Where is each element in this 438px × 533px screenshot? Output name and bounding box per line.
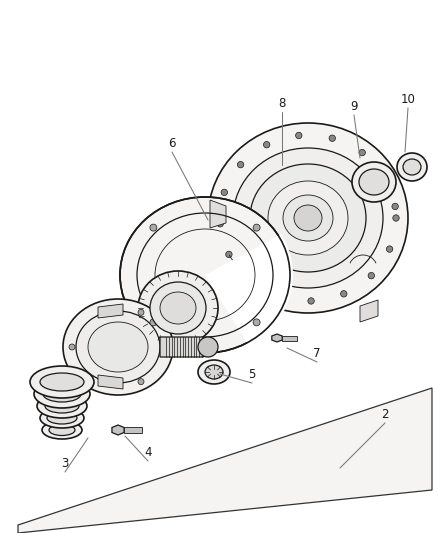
Ellipse shape — [359, 169, 389, 195]
Circle shape — [386, 246, 393, 252]
Circle shape — [329, 135, 336, 141]
Circle shape — [308, 298, 314, 304]
Ellipse shape — [63, 299, 173, 395]
Ellipse shape — [268, 181, 348, 255]
Text: 7: 7 — [313, 347, 321, 360]
Text: 3: 3 — [61, 457, 69, 470]
Text: 5: 5 — [248, 368, 256, 381]
Ellipse shape — [40, 373, 84, 391]
Circle shape — [253, 224, 260, 231]
Circle shape — [138, 378, 144, 385]
Ellipse shape — [49, 424, 75, 435]
Circle shape — [226, 251, 232, 257]
Circle shape — [150, 224, 157, 231]
Polygon shape — [98, 375, 123, 389]
Polygon shape — [98, 304, 123, 318]
Ellipse shape — [45, 399, 79, 413]
Polygon shape — [272, 334, 282, 342]
Circle shape — [296, 132, 302, 139]
Text: 10: 10 — [401, 93, 415, 106]
Ellipse shape — [150, 282, 206, 334]
Circle shape — [381, 173, 387, 180]
Ellipse shape — [283, 195, 333, 241]
Ellipse shape — [208, 123, 408, 313]
Polygon shape — [205, 234, 293, 346]
Circle shape — [237, 161, 244, 168]
Circle shape — [275, 293, 281, 299]
Polygon shape — [360, 300, 378, 322]
Ellipse shape — [88, 322, 148, 372]
Ellipse shape — [352, 162, 396, 202]
Polygon shape — [112, 425, 124, 435]
Ellipse shape — [120, 197, 290, 353]
Circle shape — [264, 142, 270, 148]
Circle shape — [221, 189, 227, 196]
Text: 2: 2 — [381, 408, 389, 421]
Circle shape — [359, 149, 365, 156]
Ellipse shape — [403, 159, 421, 175]
Ellipse shape — [42, 421, 82, 439]
Ellipse shape — [250, 164, 366, 272]
Ellipse shape — [138, 271, 218, 345]
Ellipse shape — [43, 386, 81, 402]
Polygon shape — [124, 427, 142, 433]
Polygon shape — [210, 200, 226, 228]
Ellipse shape — [205, 365, 223, 379]
Circle shape — [246, 277, 252, 283]
Ellipse shape — [37, 394, 87, 418]
Circle shape — [392, 203, 398, 209]
Ellipse shape — [397, 153, 427, 181]
Circle shape — [368, 272, 374, 279]
Ellipse shape — [40, 408, 84, 428]
Ellipse shape — [294, 205, 322, 231]
Ellipse shape — [34, 380, 90, 408]
Ellipse shape — [30, 366, 94, 398]
Polygon shape — [282, 335, 297, 341]
Ellipse shape — [47, 412, 77, 424]
Circle shape — [150, 319, 157, 326]
Circle shape — [341, 290, 347, 297]
Text: 4: 4 — [144, 446, 152, 459]
Ellipse shape — [160, 292, 196, 324]
Polygon shape — [18, 388, 432, 533]
Circle shape — [393, 215, 399, 221]
Ellipse shape — [76, 311, 160, 383]
Ellipse shape — [198, 360, 230, 384]
Text: 9: 9 — [350, 100, 358, 113]
Circle shape — [138, 309, 144, 316]
Circle shape — [217, 221, 223, 227]
Polygon shape — [160, 337, 208, 357]
Circle shape — [253, 319, 260, 326]
Text: 6: 6 — [168, 137, 176, 150]
Ellipse shape — [233, 148, 383, 288]
Ellipse shape — [198, 337, 218, 357]
Circle shape — [69, 344, 75, 350]
Text: 8: 8 — [278, 97, 286, 110]
